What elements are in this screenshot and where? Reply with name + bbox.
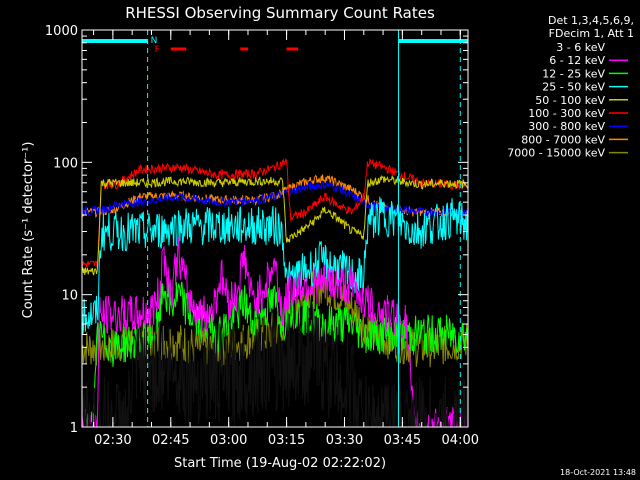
x-axis: 02:30 02:45 03:00 03:15 03:30 03:45 04:00: [93, 30, 479, 448]
legend-label-8: 800 - 7000 keV: [521, 133, 605, 146]
series-line-5: [81, 174, 469, 276]
x-tick-label: 03:45: [384, 433, 421, 448]
legend-label-6: 100 - 300 keV: [528, 107, 605, 120]
chart-title: RHESSI Observing Summary Count Rates: [125, 4, 435, 22]
legend: Det 1,3,4,5,6,9, FDecim 1, Att 1 3 - 6 k…: [507, 14, 634, 160]
legend-label-1: 3 - 6 keV: [556, 41, 605, 54]
x-tick-label: 02:45: [152, 433, 189, 448]
night-label: N: [151, 36, 158, 46]
y-axis-label: Count Rate (s⁻¹ detector⁻¹): [21, 142, 36, 319]
legend-header-1: Det 1,3,4,5,6,9,: [548, 14, 634, 27]
plot-frame: [81, 29, 469, 428]
series-line-4: [81, 196, 469, 335]
x-tick-label: 04:00: [442, 433, 479, 448]
x-tick-label: 03:15: [268, 433, 305, 448]
y-tick-label: 1: [70, 421, 78, 436]
plot-area: [81, 158, 469, 429]
legend-label-9: 7000 - 15000 keV: [507, 147, 605, 160]
legend-label-3: 12 - 25 keV: [542, 67, 605, 80]
y-tick-label: 10: [61, 289, 78, 304]
y-axis: 1 10 100 1000: [45, 24, 468, 436]
legend-header-2: FDecim 1, Att 1: [549, 27, 634, 40]
series-line-2: [81, 236, 469, 429]
timestamp: 18-Oct-2021 13:48: [560, 468, 636, 477]
markers-layer: NF: [82, 30, 468, 427]
legend-label-5: 50 - 100 keV: [535, 94, 605, 107]
x-tick-label: 03:30: [326, 433, 363, 448]
flare-label: F: [155, 45, 160, 55]
x-axis-label: Start Time (19-Aug-02 02:22:02): [174, 456, 386, 471]
y-tick-label: 1000: [45, 24, 78, 39]
legend-label-2: 6 - 12 keV: [549, 54, 605, 67]
x-tick-label: 02:30: [94, 433, 131, 448]
y-tick-label: 100: [53, 156, 78, 171]
x-tick-label: 03:00: [210, 433, 247, 448]
series-line-7: [81, 180, 469, 219]
legend-label-7: 300 - 800 keV: [528, 120, 605, 133]
legend-label-4: 25 - 50 keV: [542, 81, 605, 94]
